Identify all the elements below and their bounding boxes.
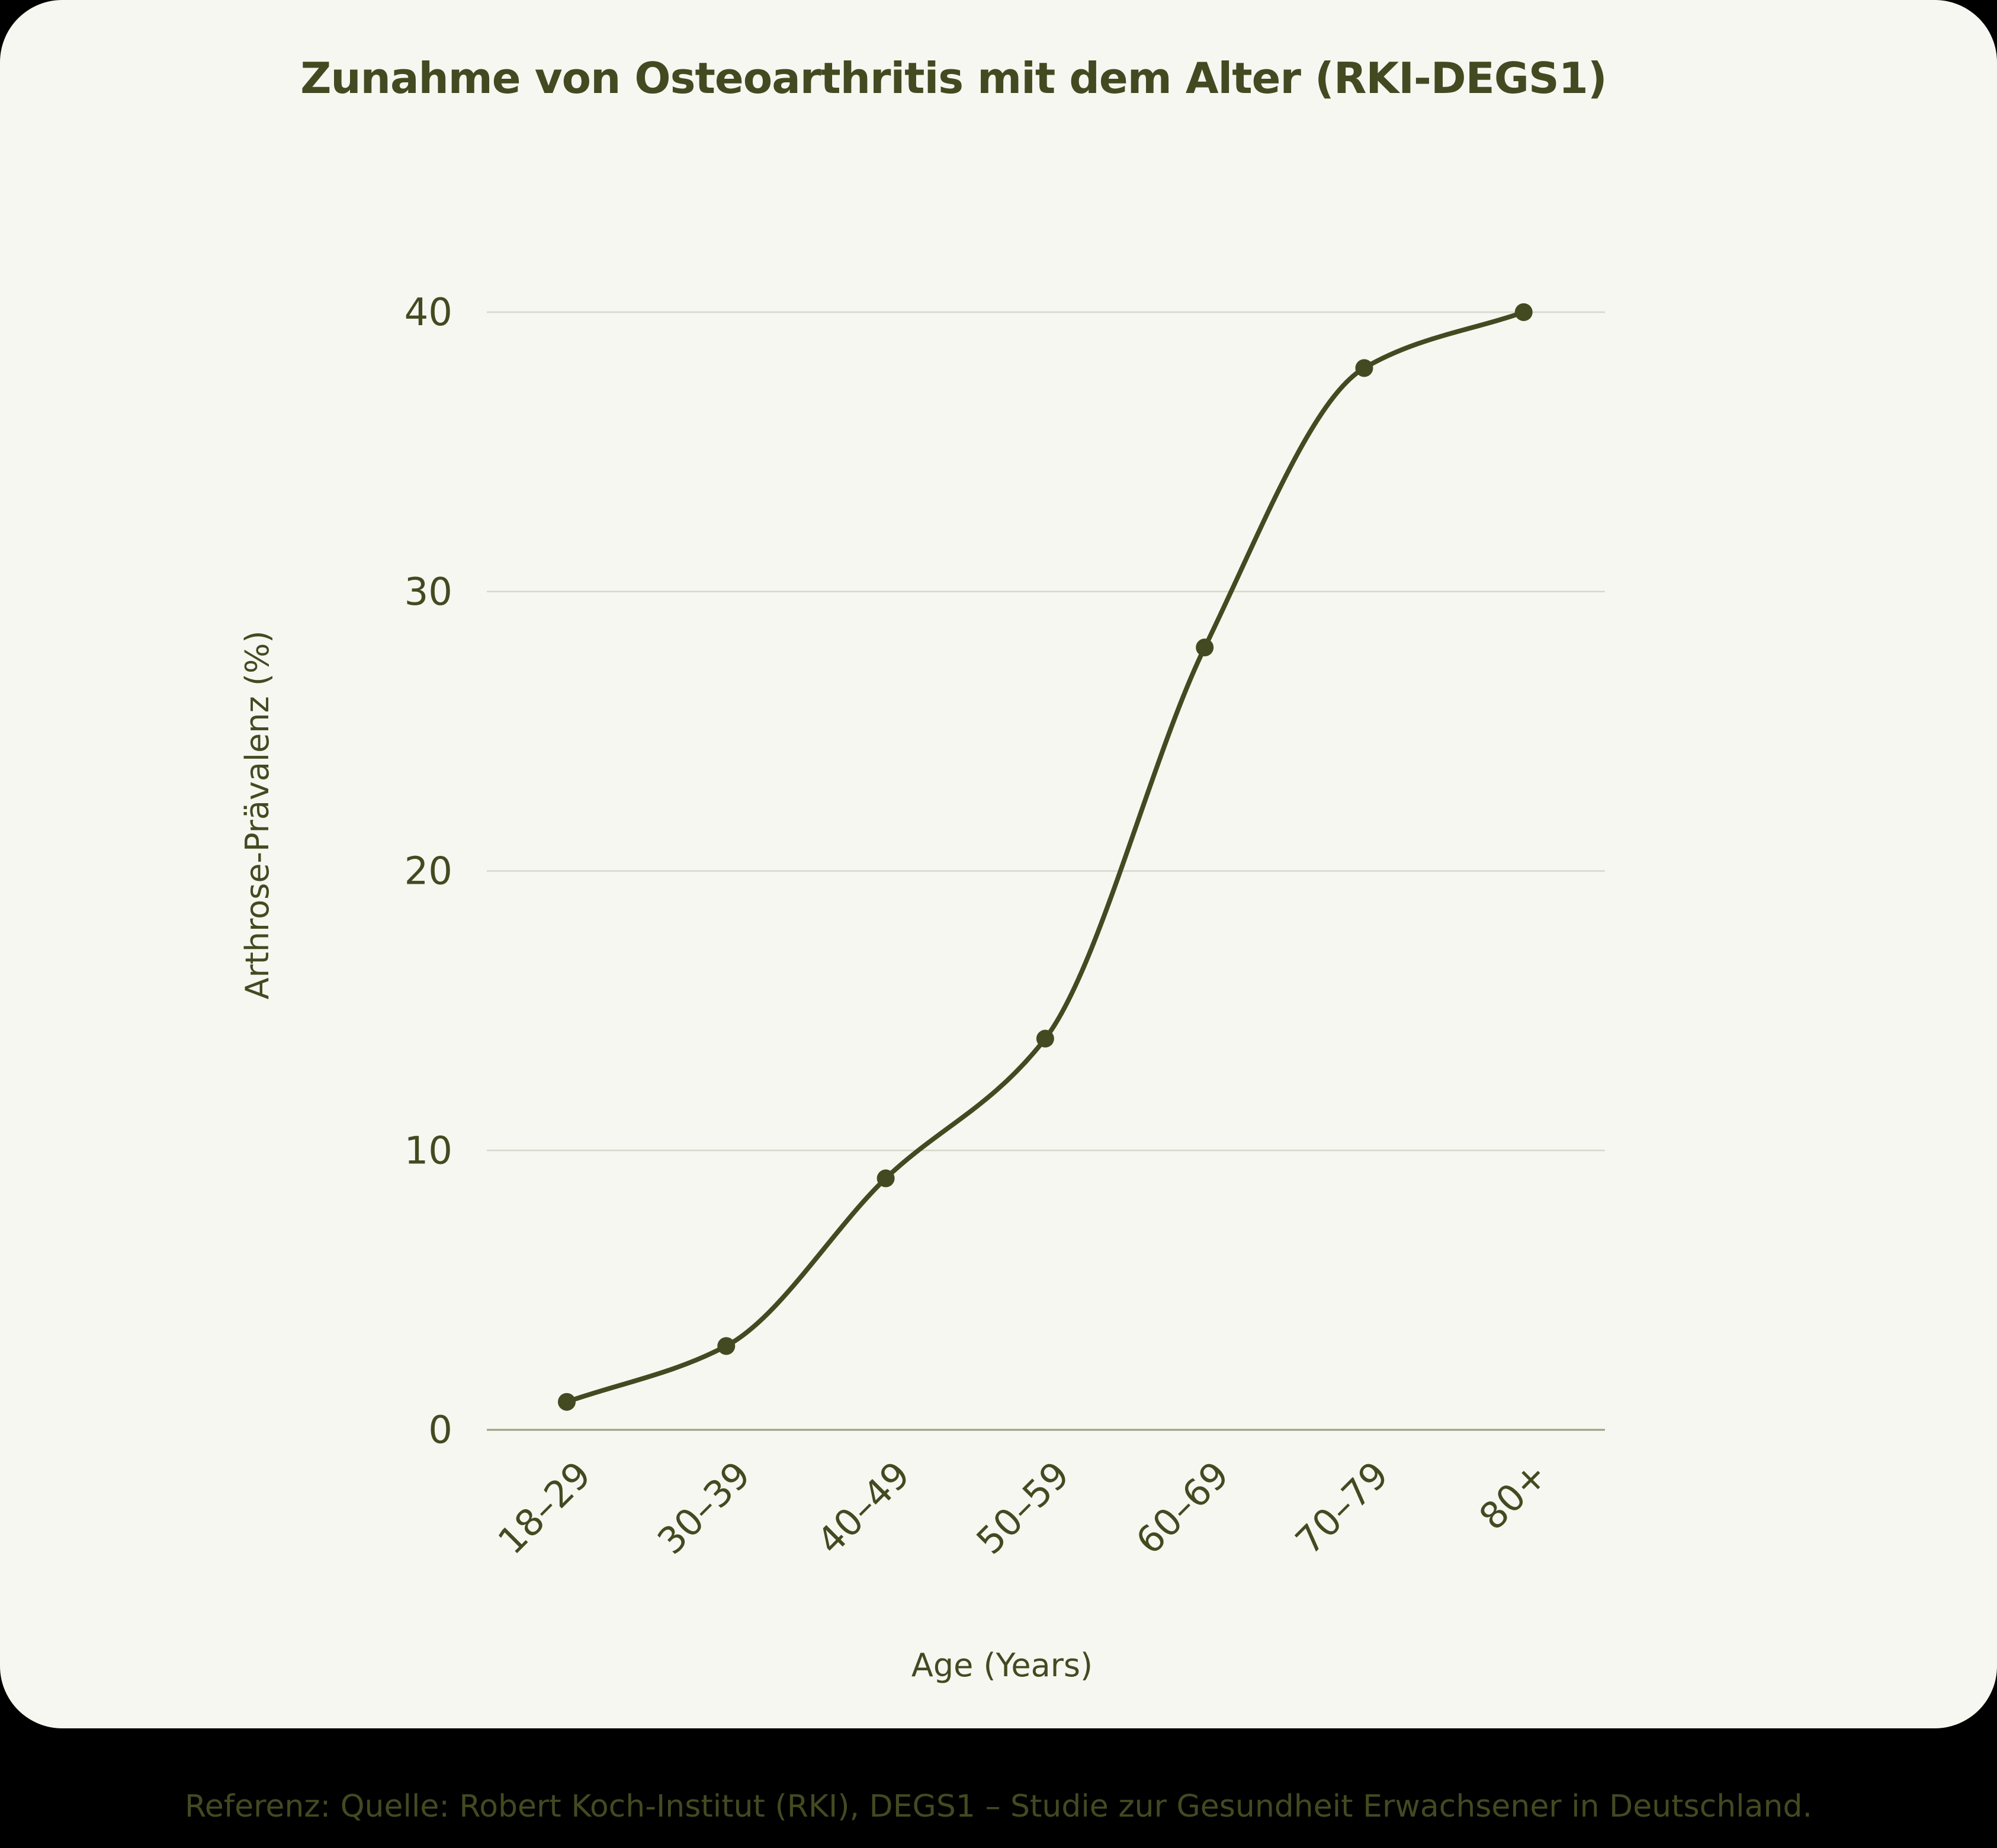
x-tick-label: 70–79	[1287, 1453, 1396, 1563]
y-axis-ticks: 0 10 20 30 40	[404, 291, 452, 1452]
x-tick-label: 80+	[1471, 1453, 1556, 1538]
x-tick-label: 60–69	[1128, 1453, 1237, 1563]
x-tick-label: 50–59	[968, 1453, 1078, 1563]
x-axis-ticks: 18–29 30–39 40–49 50–59 60–69 70–79 80+	[490, 1453, 1556, 1563]
x-tick-label: 40–49	[808, 1453, 918, 1563]
data-point-markers	[558, 303, 1533, 1411]
line-chart: 0 10 20 30 40 18–29 30–39 40–49 50–59 60–69 70–79…	[239, 291, 1605, 1684]
data-point	[1036, 1029, 1054, 1048]
chart-card: Zunahme von Osteoarthritis mit dem Alter…	[0, 0, 1997, 1728]
prevalence-line	[564, 310, 1526, 1404]
y-tick-label: 0	[428, 1409, 452, 1452]
y-tick-label: 40	[404, 291, 452, 335]
data-point	[717, 1337, 736, 1355]
y-tick-label: 30	[404, 570, 452, 614]
chart-title: Zunahme von Osteoarthritis mit dem Alter…	[300, 53, 1607, 103]
x-tick-label: 30–39	[649, 1453, 759, 1563]
y-tick-label: 20	[404, 850, 452, 894]
x-axis-label: Age (Years)	[911, 1647, 1093, 1684]
y-tick-label: 10	[404, 1129, 452, 1173]
source-footnote: Referenz: Quelle: Robert Koch-Institut (…	[185, 1789, 1812, 1824]
data-point	[558, 1393, 576, 1411]
x-tick-label: 18–29	[490, 1453, 599, 1563]
data-point	[877, 1169, 895, 1188]
data-point	[1196, 639, 1214, 657]
data-point	[1514, 303, 1533, 321]
data-point	[1355, 359, 1373, 377]
gridlines	[487, 311, 1605, 1431]
y-axis-label: Arthrose-Prävalenz (%)	[239, 631, 276, 1000]
